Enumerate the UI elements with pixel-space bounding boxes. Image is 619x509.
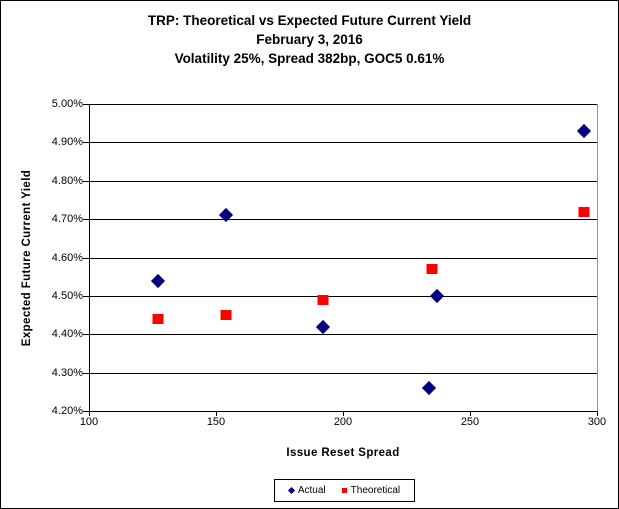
- x-tick-mark: [216, 412, 217, 416]
- y-gridline: [89, 334, 597, 335]
- y-tick-mark: [83, 411, 89, 412]
- y-tick-label: 4.50%: [51, 290, 83, 302]
- actual-diamond-icon: [287, 486, 295, 495]
- data-point-theoretical: [152, 313, 164, 324]
- y-tick-label: 4.90%: [51, 136, 83, 148]
- chart-title-block: TRP: Theoretical vs Expected Future Curr…: [1, 11, 618, 68]
- legend-label-theoretical: Theoretical: [350, 485, 401, 496]
- x-tick-mark: [470, 412, 471, 416]
- x-tick-label: 100: [79, 416, 99, 428]
- legend-item-theoretical: Theoretical: [341, 485, 401, 496]
- x-tick-mark: [343, 412, 344, 416]
- y-tick-mark: [83, 334, 89, 335]
- y-gridline: [89, 104, 597, 105]
- y-tick-label: 4.70%: [51, 213, 83, 225]
- legend-label-actual: Actual: [297, 485, 326, 496]
- data-point-theoretical: [426, 264, 438, 274]
- x-axis-title: Issue Reset Spread: [286, 447, 400, 459]
- y-gridline: [89, 219, 597, 220]
- y-tick-mark: [83, 219, 89, 220]
- y-tick-label: 4.60%: [51, 252, 83, 264]
- legend-item-actual: Actual: [287, 485, 326, 496]
- y-tick-mark: [83, 142, 89, 143]
- x-tick-label: 250: [460, 416, 480, 428]
- y-gridline: [89, 373, 597, 374]
- x-tick-mark: [597, 412, 598, 416]
- y-tick-label: 5.00%: [51, 98, 83, 110]
- y-gridline: [89, 296, 597, 297]
- data-point-theoretical: [220, 310, 232, 321]
- x-tick-label: 150: [206, 416, 226, 428]
- y-tick-mark: [83, 181, 89, 182]
- y-tick-mark: [83, 258, 89, 259]
- data-point-theoretical: [578, 206, 590, 217]
- x-tick-label: 300: [587, 416, 607, 428]
- y-tick-mark: [83, 373, 89, 374]
- chart-title: TRP: Theoretical vs Expected Future Curr…: [147, 13, 472, 28]
- legend-box: Actual Theoretical: [274, 479, 415, 502]
- y-tick-label: 4.80%: [51, 175, 83, 187]
- chart-subtitle-params: Volatility 25%, Spread 382bp, GOC5 0.61%: [174, 51, 445, 66]
- y-gridline: [89, 258, 597, 259]
- x-tick-mark: [89, 412, 90, 416]
- y-tick-label: 4.40%: [51, 328, 83, 340]
- x-tick-label: 200: [333, 416, 353, 428]
- y-tick-mark: [83, 104, 89, 105]
- theoretical-square-icon: [341, 488, 347, 493]
- y-tick-label: 4.20%: [51, 405, 83, 417]
- y-tick-mark: [83, 296, 89, 297]
- y-gridline: [89, 181, 597, 182]
- y-tick-label: 4.30%: [51, 367, 83, 379]
- chart-subtitle-date: February 3, 2016: [256, 32, 363, 47]
- data-point-theoretical: [317, 294, 329, 305]
- y-gridline: [89, 142, 597, 143]
